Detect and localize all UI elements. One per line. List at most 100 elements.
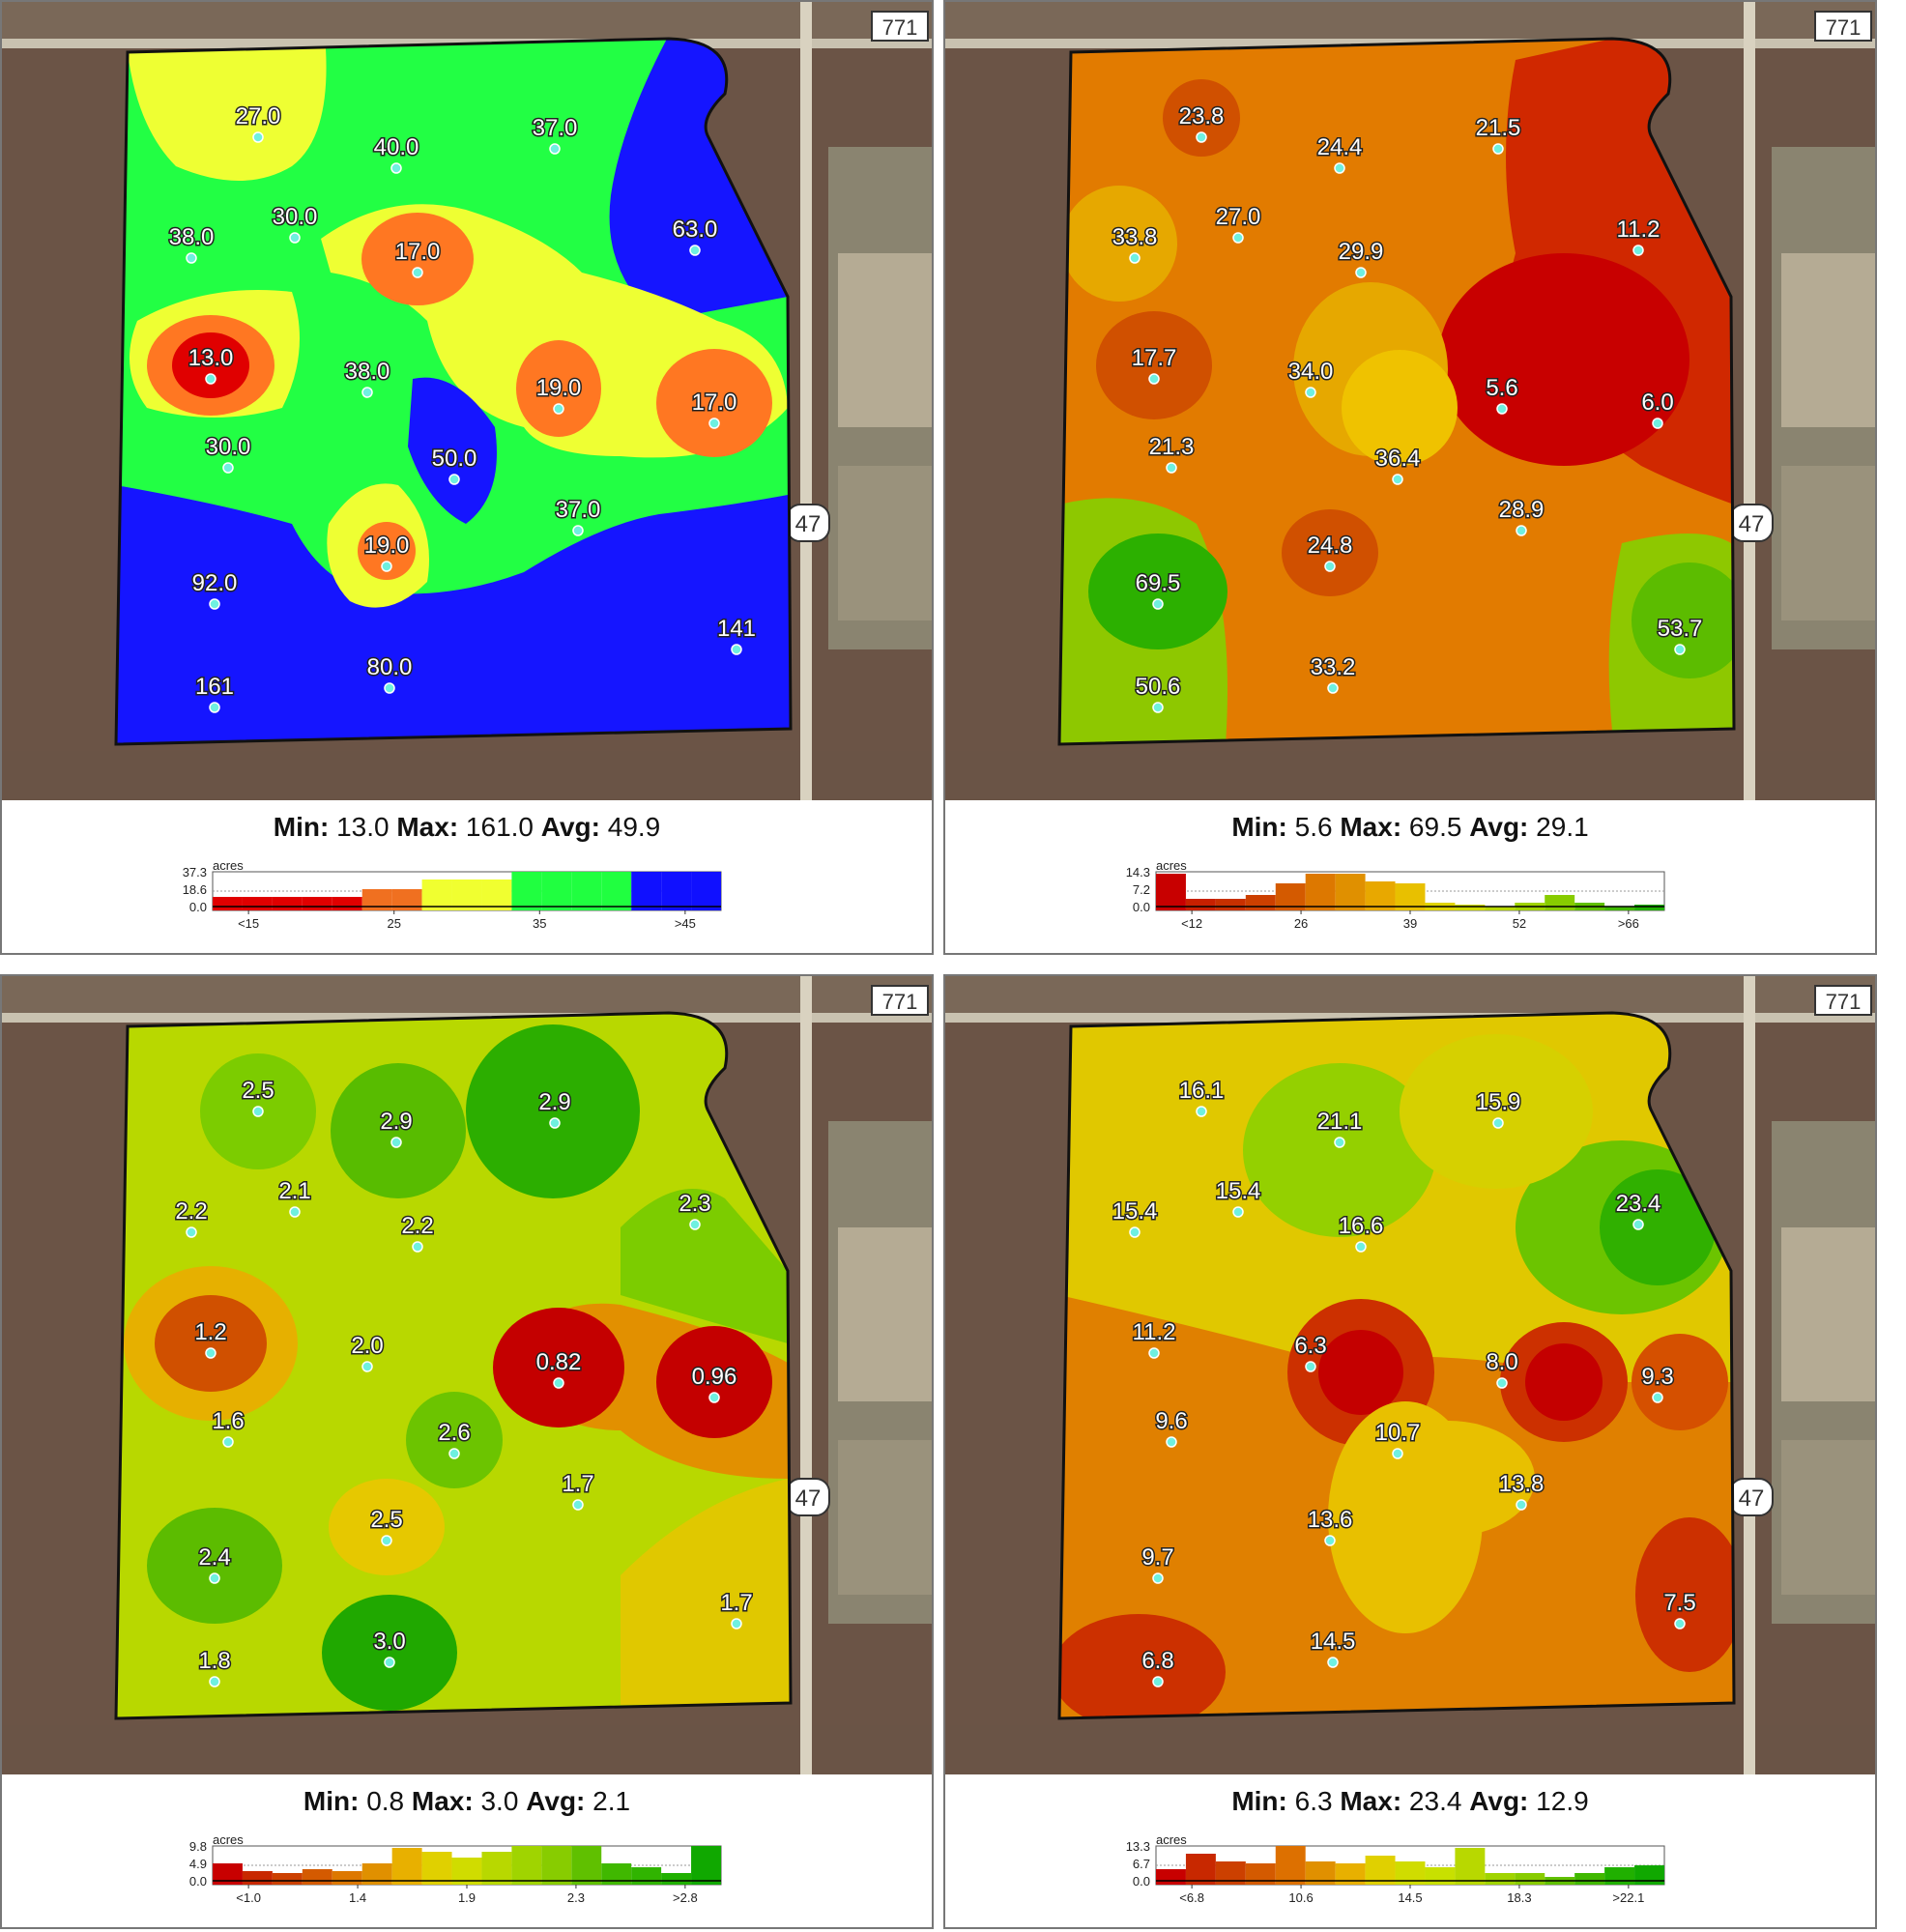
sample-point[interactable]: 24.4 [1315,133,1364,174]
sample-point[interactable]: 30.0 [204,433,252,474]
sample-point[interactable]: 30.0 [271,203,319,244]
sample-point[interactable]: 63.0 [671,216,719,256]
sample-point[interactable]: 38.0 [167,223,216,264]
histogram-bar [302,897,332,910]
sample-point[interactable]: 50.6 [1134,673,1182,713]
histogram-bar [631,1867,662,1885]
sample-point[interactable]: 37.0 [531,114,579,155]
sample-point[interactable]: 27.0 [234,102,282,143]
sample-point[interactable]: 80.0 [365,653,414,694]
histogram-bar [661,872,692,910]
sample-point[interactable]: 0.96 [690,1363,738,1403]
sample-point[interactable]: 21.5 [1474,114,1522,155]
field-map-1[interactable]: 771 47 27.0 40.0 37.0 38.0 30.0 17.0 63.0 13.0 38.… [2,2,932,800]
histogram-bar [391,1848,422,1885]
sample-point[interactable]: 21.3 [1147,433,1196,474]
sample-point[interactable]: 10.7 [1373,1419,1422,1459]
field-map-2[interactable]: 771 47 23.8 24.4 21.5 33.8 27.0 29.9 11.2 17.7 34.… [945,2,1875,800]
sample-point[interactable]: 1.6 [211,1407,245,1448]
sample-point[interactable]: 1.7 [561,1470,595,1511]
sample-point[interactable]: 15.4 [1214,1177,1262,1218]
sample-point[interactable]: 15.4 [1111,1197,1159,1238]
sample-point[interactable]: 13.0 [187,344,235,385]
histogram-bar [1545,895,1575,910]
sample-point[interactable]: 13.8 [1497,1470,1545,1511]
sample-value: 2.2 [401,1213,433,1239]
sample-point[interactable]: 33.8 [1111,223,1159,264]
sample-point[interactable]: 21.1 [1315,1108,1364,1148]
sample-value: 17.0 [395,239,441,265]
histogram-bar [511,872,542,910]
sample-point[interactable]: 19.0 [362,532,411,572]
sample-point[interactable]: 16.6 [1337,1212,1385,1253]
sample-point[interactable]: 8.0 [1485,1348,1519,1389]
sample-point[interactable]: 2.9 [379,1108,414,1148]
sample-point[interactable]: 17.7 [1130,344,1178,385]
sample-point[interactable]: 23.4 [1614,1190,1662,1230]
sample-point[interactable]: 9.7 [1141,1543,1175,1584]
sample-point[interactable]: 3.0 [372,1628,407,1668]
sample-point[interactable]: 14.5 [1309,1628,1357,1668]
sample-point[interactable]: 38.0 [343,358,391,398]
sample-point[interactable]: 16.1 [1177,1077,1226,1117]
sample-point[interactable]: 24.8 [1306,532,1354,572]
sample-point[interactable]: 17.0 [690,389,738,429]
sample-point[interactable]: 7.5 [1662,1589,1697,1629]
sample-point[interactable]: 40.0 [372,133,420,174]
sample-point[interactable]: 2.9 [537,1088,572,1129]
sample-point[interactable]: 6.3 [1293,1332,1328,1372]
histogram-bar [272,897,303,910]
sample-point[interactable]: 33.2 [1309,653,1357,694]
svg-text:771: 771 [882,990,918,1014]
sample-point[interactable]: 11.2 [1615,216,1661,256]
histogram-bar [601,872,632,910]
sample-point[interactable]: 92.0 [190,569,239,610]
sample-point[interactable]: 27.0 [1214,203,1262,244]
field-map-4[interactable]: 771 47 16.1 21.1 15.9 15.4 15.4 16.6 23.4 11.2 6.3… [945,976,1875,1774]
sample-point[interactable]: 1.8 [197,1647,232,1687]
sample-point[interactable]: 34.0 [1286,358,1335,398]
sample-point[interactable]: 69.5 [1134,569,1182,610]
sample-point[interactable]: 9.3 [1640,1363,1675,1403]
sample-point[interactable]: 6.8 [1141,1647,1175,1687]
sample-point[interactable]: 9.6 [1154,1407,1189,1448]
sample-point[interactable]: 2.6 [437,1419,472,1459]
sample-value: 16.1 [1179,1078,1225,1104]
sample-point[interactable]: 6.0 [1640,389,1675,429]
y-tick-label: 0.0 [189,1874,207,1889]
sample-point[interactable]: 23.8 [1177,102,1226,143]
sample-point[interactable]: 5.6 [1485,374,1519,415]
histogram-bar [242,897,273,910]
sample-point[interactable]: 36.4 [1373,445,1422,485]
sample-point[interactable]: 2.2 [400,1212,435,1253]
sample-point[interactable]: 1.2 [193,1318,228,1359]
sample-point[interactable]: 2.3 [678,1190,712,1230]
sample-point[interactable]: 0.82 [534,1348,583,1389]
sample-point[interactable]: 2.4 [197,1543,232,1584]
sample-value: 13.8 [1499,1471,1545,1497]
sample-point[interactable]: 141 [715,615,758,655]
sample-point[interactable]: 2.5 [241,1077,275,1117]
y-tick-label: 37.3 [183,865,207,879]
sample-point[interactable]: 2.0 [350,1332,385,1372]
sample-point[interactable]: 29.9 [1337,238,1385,278]
sample-point[interactable]: 17.0 [393,238,442,278]
sample-point[interactable]: 15.9 [1474,1088,1522,1129]
avg-value: 29.1 [1536,812,1589,842]
sample-point[interactable]: 37.0 [554,496,602,536]
interpolated-surface [1059,1013,1734,1718]
x-tick-label: <15 [238,916,259,931]
sample-point[interactable]: 2.1 [277,1177,312,1218]
sample-value: 19.0 [364,533,410,559]
sample-point[interactable]: 11.2 [1131,1318,1177,1359]
sample-point[interactable]: 1.7 [719,1589,754,1629]
sample-point[interactable]: 28.9 [1497,496,1545,536]
sample-point[interactable]: 19.0 [534,374,583,415]
sample-point[interactable]: 161 [193,673,236,713]
sample-point[interactable]: 2.5 [369,1506,404,1546]
field-map-3[interactable]: 771 47 2.5 2.9 2.9 2.2 2.1 2.2 2.3 1.2 2.0 0.82 0.96… [2,976,932,1774]
sample-point[interactable]: 13.6 [1306,1506,1354,1546]
sample-point[interactable]: 2.2 [174,1197,209,1238]
sample-point[interactable]: 50.0 [430,445,478,485]
sample-point[interactable]: 53.7 [1656,615,1704,655]
